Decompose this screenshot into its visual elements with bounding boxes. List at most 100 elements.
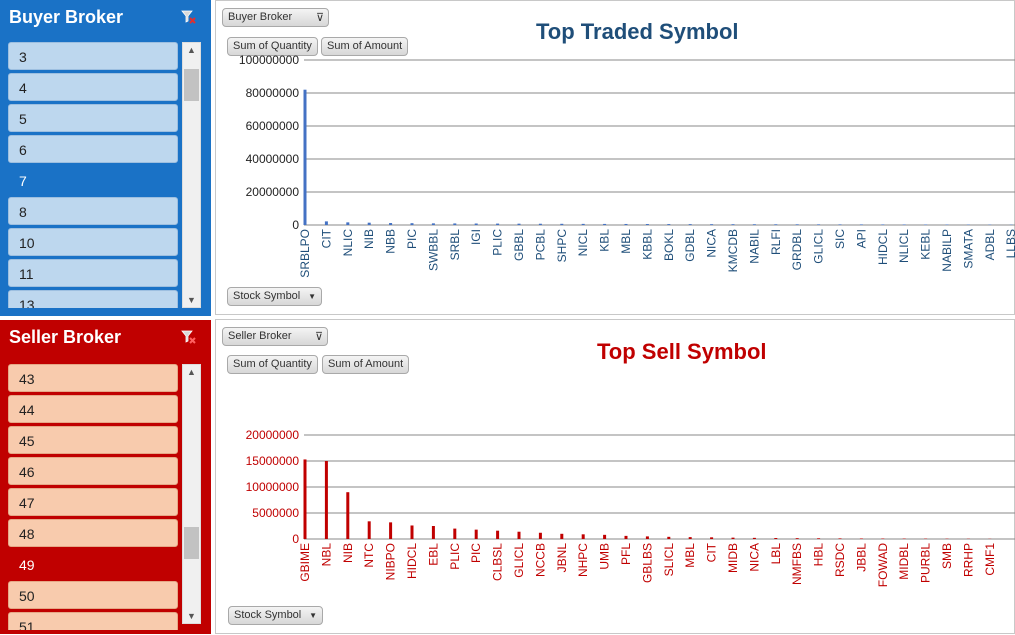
bar (603, 535, 606, 539)
category-label: SRBL (448, 229, 462, 261)
bar (475, 530, 478, 539)
category-label: LLBS (1004, 229, 1015, 258)
seller-slicer-scrollbar[interactable]: ▲ ▼ (182, 364, 201, 624)
category-label: CIT (705, 542, 719, 562)
slicer-item[interactable]: 7 (8, 166, 178, 194)
category-label: JBBL (854, 543, 868, 572)
slicer-item[interactable]: 10 (8, 228, 178, 256)
category-label: KMCDB (726, 229, 740, 272)
bar (753, 224, 756, 225)
category-label: BOKL (662, 229, 676, 261)
category-label: GBLBS (640, 543, 654, 583)
bar (453, 223, 456, 225)
category-label: FOWAD (876, 543, 890, 588)
scroll-down-icon[interactable]: ▼ (183, 293, 200, 307)
category-label: GDBL (683, 229, 697, 262)
category-label: NICA (747, 543, 761, 572)
slicer-item[interactable]: 43 (8, 364, 178, 392)
axis-field-label: Stock Symbol (234, 609, 301, 621)
scroll-thumb[interactable] (184, 527, 199, 559)
category-label: NIB (362, 229, 376, 249)
slicer-item[interactable]: 3 (8, 42, 178, 70)
category-label: ADBL (983, 229, 997, 261)
stock-symbol-field-button[interactable]: Stock Symbol ▼ (228, 606, 323, 625)
bar (325, 221, 328, 225)
scroll-up-icon[interactable]: ▲ (183, 365, 200, 379)
category-label: MIDB (726, 543, 740, 573)
slicer-item[interactable]: 45 (8, 426, 178, 454)
slicer-item[interactable]: 51 (8, 612, 178, 630)
clear-filter-icon[interactable] (181, 329, 197, 345)
category-label: KEBL (919, 229, 933, 260)
slicer-item[interactable]: 49 (8, 550, 178, 578)
y-tick-label: 100000000 (239, 53, 299, 67)
slicer-item[interactable]: 5 (8, 104, 178, 132)
scroll-up-icon[interactable]: ▲ (183, 43, 200, 57)
bar (389, 522, 392, 539)
top-traded-chart-panel: Buyer Broker ⊽ Sum of Quantity Sum of Am… (215, 0, 1015, 315)
bar (582, 224, 585, 225)
category-label: PIC (469, 543, 483, 563)
clear-filter-icon[interactable] (181, 9, 197, 25)
bar (325, 461, 328, 539)
category-label: GBIME (298, 543, 312, 582)
bar (625, 224, 628, 225)
category-label: API (854, 229, 868, 248)
bar (432, 526, 435, 539)
bar (496, 531, 499, 539)
bar (411, 223, 414, 225)
category-label: SMB (940, 543, 954, 569)
slicer-item[interactable]: 46 (8, 457, 178, 485)
bar (710, 537, 713, 539)
category-label: PURBL (919, 543, 933, 583)
slicer-item[interactable]: 4 (8, 73, 178, 101)
category-label: NBB (384, 229, 398, 254)
stock-symbol-field-button[interactable]: Stock Symbol ▼ (227, 287, 322, 306)
slicer-item[interactable]: 50 (8, 581, 178, 609)
bar (817, 224, 820, 225)
dropdown-arrow-icon: ▼ (308, 288, 316, 305)
y-tick-label: 80000000 (246, 86, 300, 100)
dropdown-arrow-icon: ▼ (309, 607, 317, 624)
slicer-item[interactable]: 8 (8, 197, 178, 225)
category-label: MIDBL (897, 543, 911, 580)
bar (625, 536, 628, 539)
bar (796, 538, 799, 539)
buyer-slicer-list: 3 4 5 6 7 8 10 11 13 (8, 42, 178, 308)
bar (582, 534, 585, 539)
category-label: GRDBL (790, 229, 804, 271)
category-label: PLIC (491, 229, 505, 256)
y-tick-label: 40000000 (246, 152, 300, 166)
category-label: KBBL (640, 229, 654, 260)
category-label: CMF1 (983, 543, 997, 576)
slicer-item[interactable]: 47 (8, 488, 178, 516)
slicer-item[interactable]: 44 (8, 395, 178, 423)
bar (304, 90, 307, 225)
slicer-item[interactable]: 48 (8, 519, 178, 547)
category-label: MBL (619, 229, 633, 254)
category-label: NABIL (747, 229, 761, 264)
category-label: NBL (319, 543, 333, 567)
bar (667, 224, 670, 225)
bar (774, 224, 777, 225)
y-tick-label: 60000000 (246, 119, 300, 133)
category-label: SHPC (555, 229, 569, 263)
category-label: NIBPO (384, 543, 398, 580)
buyer-slicer-scrollbar[interactable]: ▲ ▼ (182, 42, 201, 308)
slicer-item[interactable]: 6 (8, 135, 178, 163)
bar (667, 537, 670, 539)
category-label: GLICL (812, 229, 826, 264)
bar (732, 224, 735, 225)
scroll-thumb[interactable] (184, 69, 199, 101)
slicer-item[interactable]: 13 (8, 290, 178, 308)
category-label: NMFBS (790, 543, 804, 585)
category-label: HIDCL (405, 543, 419, 579)
slicer-item[interactable]: 11 (8, 259, 178, 287)
y-tick-label: 15000000 (246, 454, 300, 468)
bar (839, 538, 842, 539)
scroll-down-icon[interactable]: ▼ (183, 609, 200, 623)
bar (368, 521, 371, 539)
category-label: NLICL (897, 229, 911, 263)
